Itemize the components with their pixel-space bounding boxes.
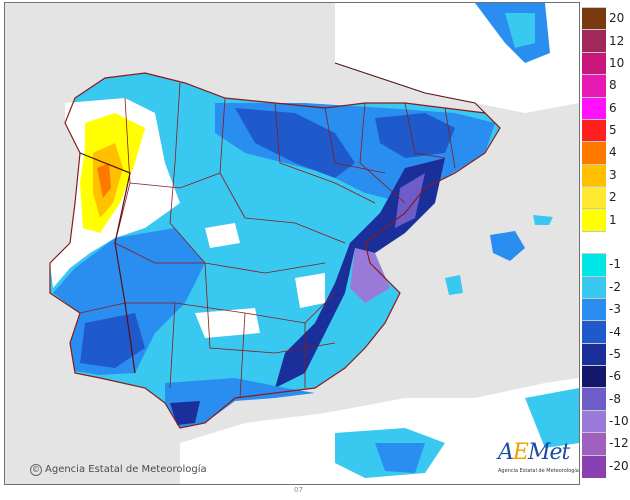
legend-swatch	[582, 118, 606, 143]
legend-label: 10	[609, 55, 625, 70]
legend-label: 4	[609, 145, 617, 160]
legend-swatch	[582, 7, 606, 31]
logo-letter-a: A	[498, 440, 514, 465]
legend-label: -6	[609, 369, 621, 384]
legend-label: 1	[609, 212, 617, 227]
legend-swatch	[582, 29, 606, 53]
legend-swatch	[582, 432, 606, 456]
legend-swatch	[582, 74, 606, 98]
legend-swatch	[582, 409, 606, 434]
legend-label: 2	[609, 190, 617, 205]
ibiza-island	[445, 275, 463, 295]
legend-label: -10	[609, 414, 629, 429]
murcia-extreme-cold	[350, 248, 390, 303]
map-panel	[4, 2, 580, 485]
gibraltar-cold	[170, 401, 200, 425]
africa-cold-area-2	[375, 443, 425, 473]
legend-label: -12	[609, 436, 629, 451]
legend-label: 8	[609, 78, 617, 93]
logo-letters-rest: Met	[527, 440, 570, 465]
legend-swatch	[582, 454, 606, 478]
northwest-hot-spot	[97, 163, 111, 198]
legend-label: -5	[609, 346, 621, 361]
legend-swatch	[582, 365, 606, 389]
portugal-border	[79, 152, 136, 374]
africa-cold-area-3	[525, 388, 579, 448]
legend-label: -3	[609, 302, 621, 317]
legend-label: -1	[609, 257, 621, 272]
central-white-patch-2	[295, 273, 325, 308]
ebro-very-cold	[375, 113, 455, 158]
legend-swatch	[582, 96, 606, 120]
temperature-anomaly-map	[5, 3, 579, 484]
legend-swatch	[582, 186, 606, 210]
legend-label: -8	[609, 391, 621, 406]
legend-swatch	[582, 163, 606, 188]
copyright-icon: ©	[30, 464, 42, 476]
south-coast-cold	[165, 378, 315, 428]
legend-swatch	[582, 320, 606, 344]
aemet-logo: AEMet Agencia Estatal de Meteorología	[498, 440, 579, 478]
copyright-text: Agencia Estatal de Meteorología	[45, 464, 207, 475]
bottom-mark: 07	[294, 486, 303, 494]
france-border	[334, 62, 486, 114]
logo-wordmark: AEMet	[498, 440, 570, 465]
coastline	[49, 72, 501, 429]
central-white-patch-1	[205, 223, 240, 248]
legend-swatch	[582, 230, 606, 255]
legend-label: 12	[609, 33, 625, 48]
legend-label: 3	[609, 167, 617, 182]
legend-label: -20	[609, 458, 629, 473]
legend-label: -2	[609, 279, 621, 294]
legend-swatch	[582, 297, 606, 322]
logo-letter-e: E	[512, 440, 529, 465]
legend-swatch	[582, 253, 606, 277]
legend-swatch	[582, 51, 606, 76]
legend-swatch	[582, 275, 606, 299]
legend: 20 12 10 8 6 5 4 3 2 1 -1 -2 -3 -4 -5 -6 -8 -10 -12 -20	[582, 7, 629, 478]
logo-subtitle: Agencia Estatal de Meteorología	[498, 468, 579, 474]
legend-swatch	[582, 387, 606, 411]
legend-swatch	[582, 208, 606, 232]
province-borders	[79, 82, 456, 399]
legend-label: 5	[609, 123, 617, 138]
central-white-patch-3	[195, 308, 260, 338]
menorca-island	[533, 215, 553, 225]
legend-swatch	[582, 342, 606, 367]
legend-label: -4	[609, 324, 621, 339]
legend-label: 6	[609, 100, 617, 115]
france-mild-area	[505, 13, 535, 48]
legend-label: 20	[609, 11, 625, 26]
legend-swatch	[582, 141, 606, 165]
north-very-cold	[235, 108, 355, 178]
mallorca-island	[490, 231, 525, 261]
